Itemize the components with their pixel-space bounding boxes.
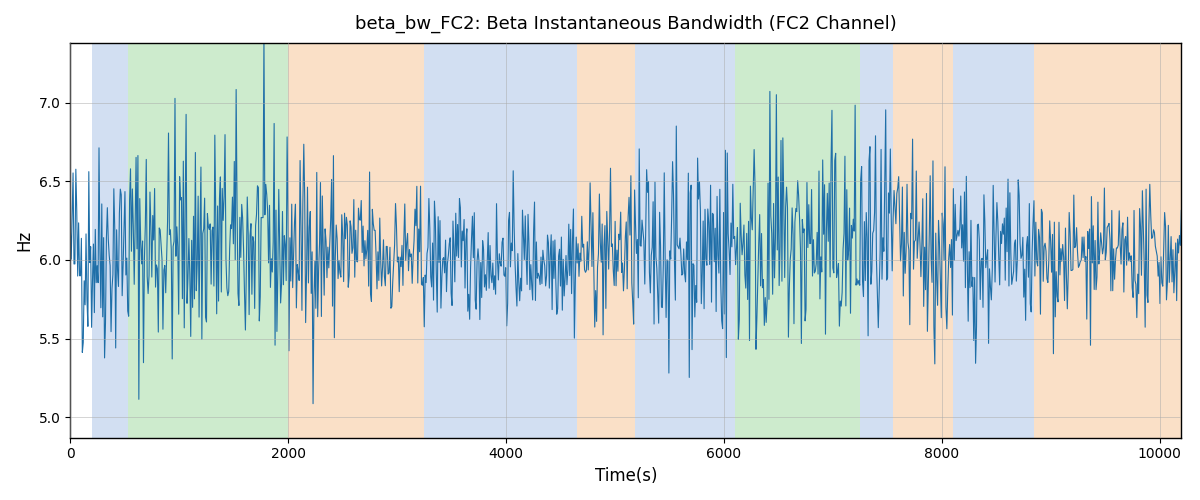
Bar <box>893 43 953 438</box>
Bar <box>288 43 425 438</box>
Bar <box>734 43 860 438</box>
Bar <box>953 43 1034 438</box>
Bar <box>860 43 893 438</box>
Bar <box>696 43 734 438</box>
X-axis label: Time(s): Time(s) <box>594 467 658 485</box>
Bar <box>128 43 288 438</box>
Bar <box>577 43 635 438</box>
Bar <box>455 43 577 438</box>
Bar <box>425 43 455 438</box>
Bar <box>1034 43 1181 438</box>
Title: beta_bw_FC2: Beta Instantaneous Bandwidth (FC2 Channel): beta_bw_FC2: Beta Instantaneous Bandwidt… <box>355 15 896 34</box>
Bar <box>635 43 696 438</box>
Bar <box>92 43 128 438</box>
Y-axis label: Hz: Hz <box>16 230 34 251</box>
